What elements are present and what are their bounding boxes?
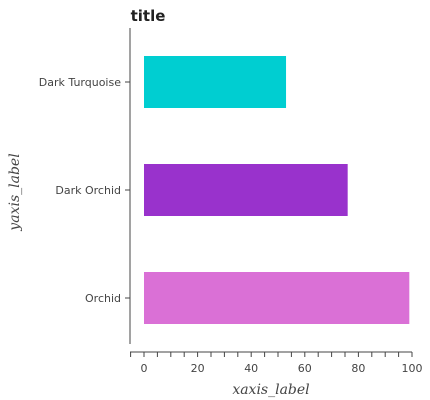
y-tick-label: Dark Turquoise: [39, 76, 121, 89]
y-tick-label: Dark Orchid: [55, 184, 121, 197]
y-axis-label: yaxis_label: [7, 153, 23, 231]
x-axis-label: xaxis_label: [232, 382, 309, 398]
x-tick-label: 40: [244, 362, 258, 375]
plot-area: 0 20 40 60 80 100 Orchid Dark Orchid Dark Turquo…: [39, 28, 423, 375]
bar-orchid: [144, 272, 410, 324]
x-tick-label: 60: [298, 362, 312, 375]
bar-dark-orchid: [144, 164, 348, 216]
bar-dark-turquoise: [144, 56, 287, 108]
chart-title: title: [131, 7, 166, 25]
x-tick-label: 20: [191, 362, 205, 375]
x-tick-label: 80: [351, 362, 365, 375]
x-tick-label: 0: [141, 362, 148, 375]
x-tick-label: 100: [402, 362, 423, 375]
y-tick-label: Orchid: [85, 292, 121, 305]
